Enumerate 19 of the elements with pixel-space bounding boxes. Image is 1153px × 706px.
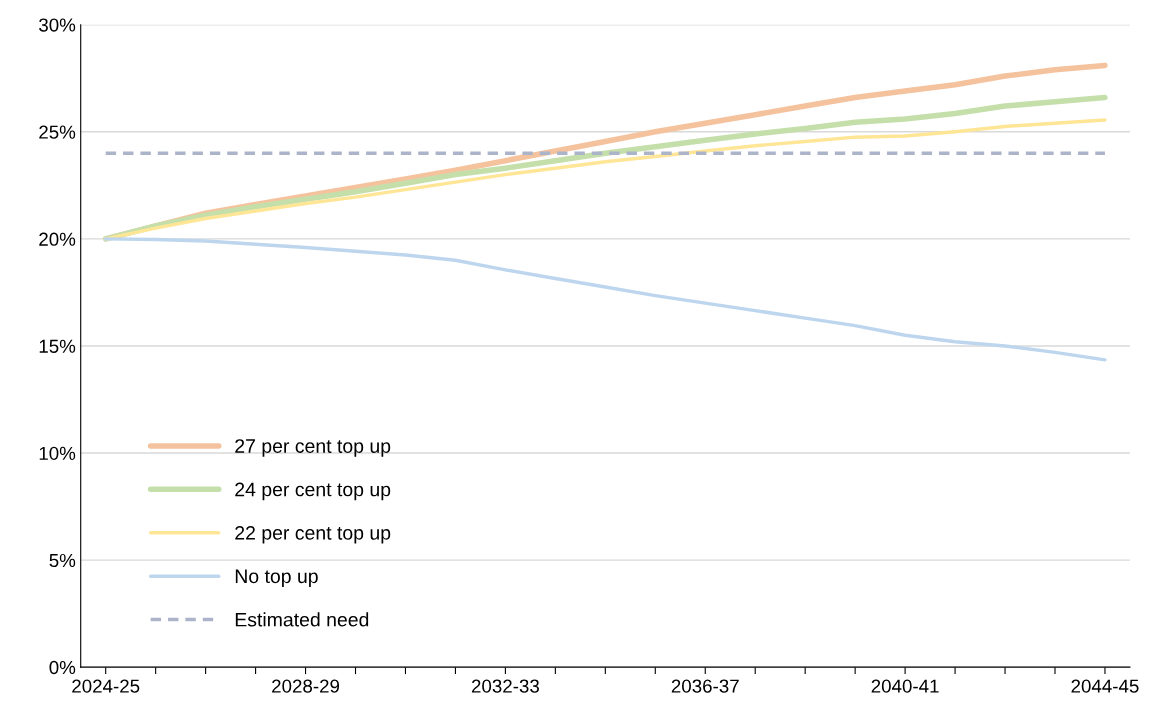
line-series bbox=[103, 237, 1107, 362]
legend-label: No top up bbox=[235, 569, 318, 587]
legend-label: 24 per cent top up bbox=[235, 482, 391, 501]
legend-label: Estimated need bbox=[235, 612, 369, 627]
x-tick-label: 2040-41 bbox=[871, 679, 939, 693]
x-tick-label: 2032-33 bbox=[471, 679, 539, 693]
x-tick-label: 2044-45 bbox=[1071, 679, 1139, 693]
y-tick-label: 20% bbox=[39, 232, 76, 246]
y-tick-label: 0% bbox=[49, 660, 76, 675]
y-tick-label: 30% bbox=[39, 18, 76, 32]
y-tick-label: 15% bbox=[39, 339, 76, 353]
x-tick-label: 2024-25 bbox=[72, 679, 140, 693]
legend-label: 27 per cent top up bbox=[235, 439, 391, 457]
y-tick-label: 25% bbox=[39, 125, 76, 139]
legend-label: 22 per cent top up bbox=[235, 525, 391, 544]
y-tick-label: 5% bbox=[49, 553, 76, 568]
y-tick-label: 10% bbox=[39, 446, 76, 460]
x-tick-label: 2028-29 bbox=[272, 679, 340, 693]
x-tick-label: 2036-37 bbox=[671, 679, 739, 693]
